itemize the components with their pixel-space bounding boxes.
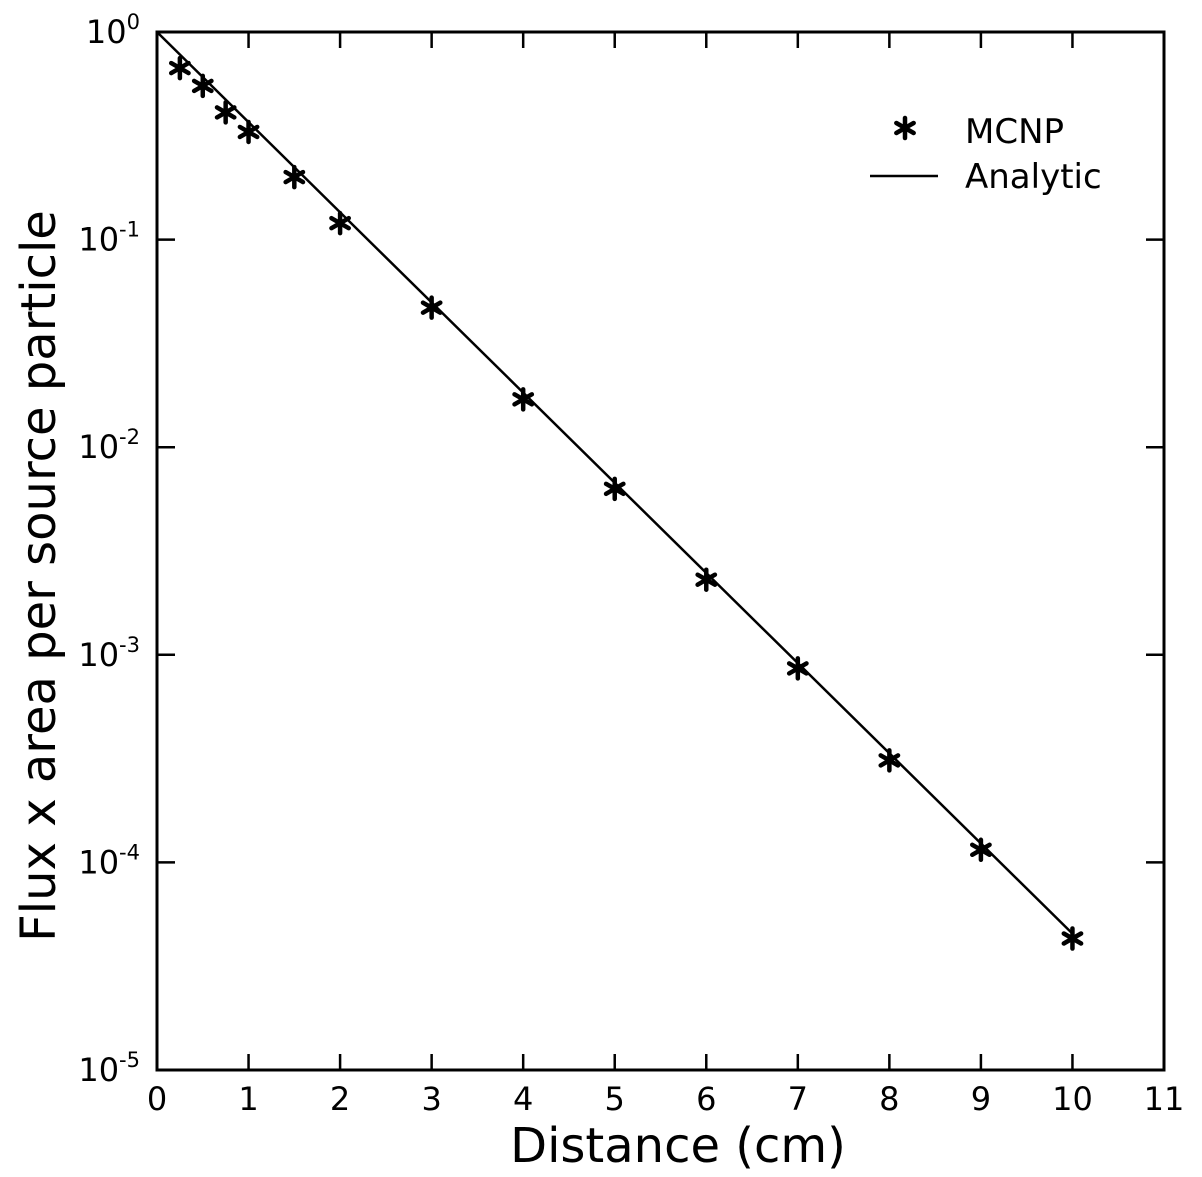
y-axis-title: Flux x area per source particle: [11, 210, 67, 942]
y-tick-label: 10-1: [78, 218, 140, 259]
mcnp-point: [878, 748, 901, 773]
mcnp-point: [214, 100, 237, 125]
x-tick-labels: 0 1 2 3 4 5 6 7 8 9 10 11: [147, 1080, 1185, 1118]
x-tick-label: 2: [330, 1080, 350, 1118]
mcnp-point: [191, 73, 214, 99]
mcnp-point: [283, 164, 306, 190]
x-tick-label: 10: [1052, 1080, 1093, 1118]
x-tick-label: 8: [879, 1080, 899, 1118]
mcnp-point: [695, 567, 718, 592]
mcnp-point: [237, 119, 260, 145]
x-tick-label: 9: [971, 1080, 991, 1118]
x-tick-label: 3: [421, 1080, 441, 1118]
y-tick-label: 100: [86, 10, 140, 51]
x-tick-label: 1: [238, 1080, 258, 1118]
legend-mcnp-marker: [894, 115, 916, 141]
y-tick-label: 10-3: [78, 633, 140, 674]
x-tick-label: 11: [1144, 1080, 1185, 1118]
legend: MCNP Analytic: [870, 112, 1102, 197]
mcnp-point: [786, 656, 809, 681]
mcnp-point: [420, 295, 443, 320]
y-tick-labels: 100 10-1 10-2 10-3 10-4 10-5: [78, 10, 140, 1089]
y-tick-label: 10-5: [78, 1048, 140, 1089]
x-axis-title: Distance (cm): [510, 1118, 846, 1174]
mcnp-point: [512, 387, 535, 412]
series-layer: [156, 31, 1084, 951]
x-tick-label: 5: [605, 1080, 625, 1118]
legend-asterisk: [894, 115, 916, 141]
mcnp-point: [603, 476, 626, 502]
y-tick-label: 10-2: [78, 425, 140, 466]
x-tick-label: 6: [696, 1080, 716, 1118]
plot-frame: [155, 30, 1166, 1072]
x-tick-label: 7: [788, 1080, 808, 1118]
legend-analytic-label: Analytic: [965, 157, 1102, 197]
x-tick-label: 4: [513, 1080, 533, 1118]
legend-mcnp-label: MCNP: [965, 112, 1064, 152]
mcnp-point: [329, 210, 352, 236]
mcnp-point: [168, 55, 191, 81]
mcnp-point: [969, 837, 992, 863]
mcnp-point: [1061, 926, 1084, 951]
y-tick-label: 10-4: [78, 840, 140, 881]
x-tick-label: 0: [147, 1080, 167, 1118]
